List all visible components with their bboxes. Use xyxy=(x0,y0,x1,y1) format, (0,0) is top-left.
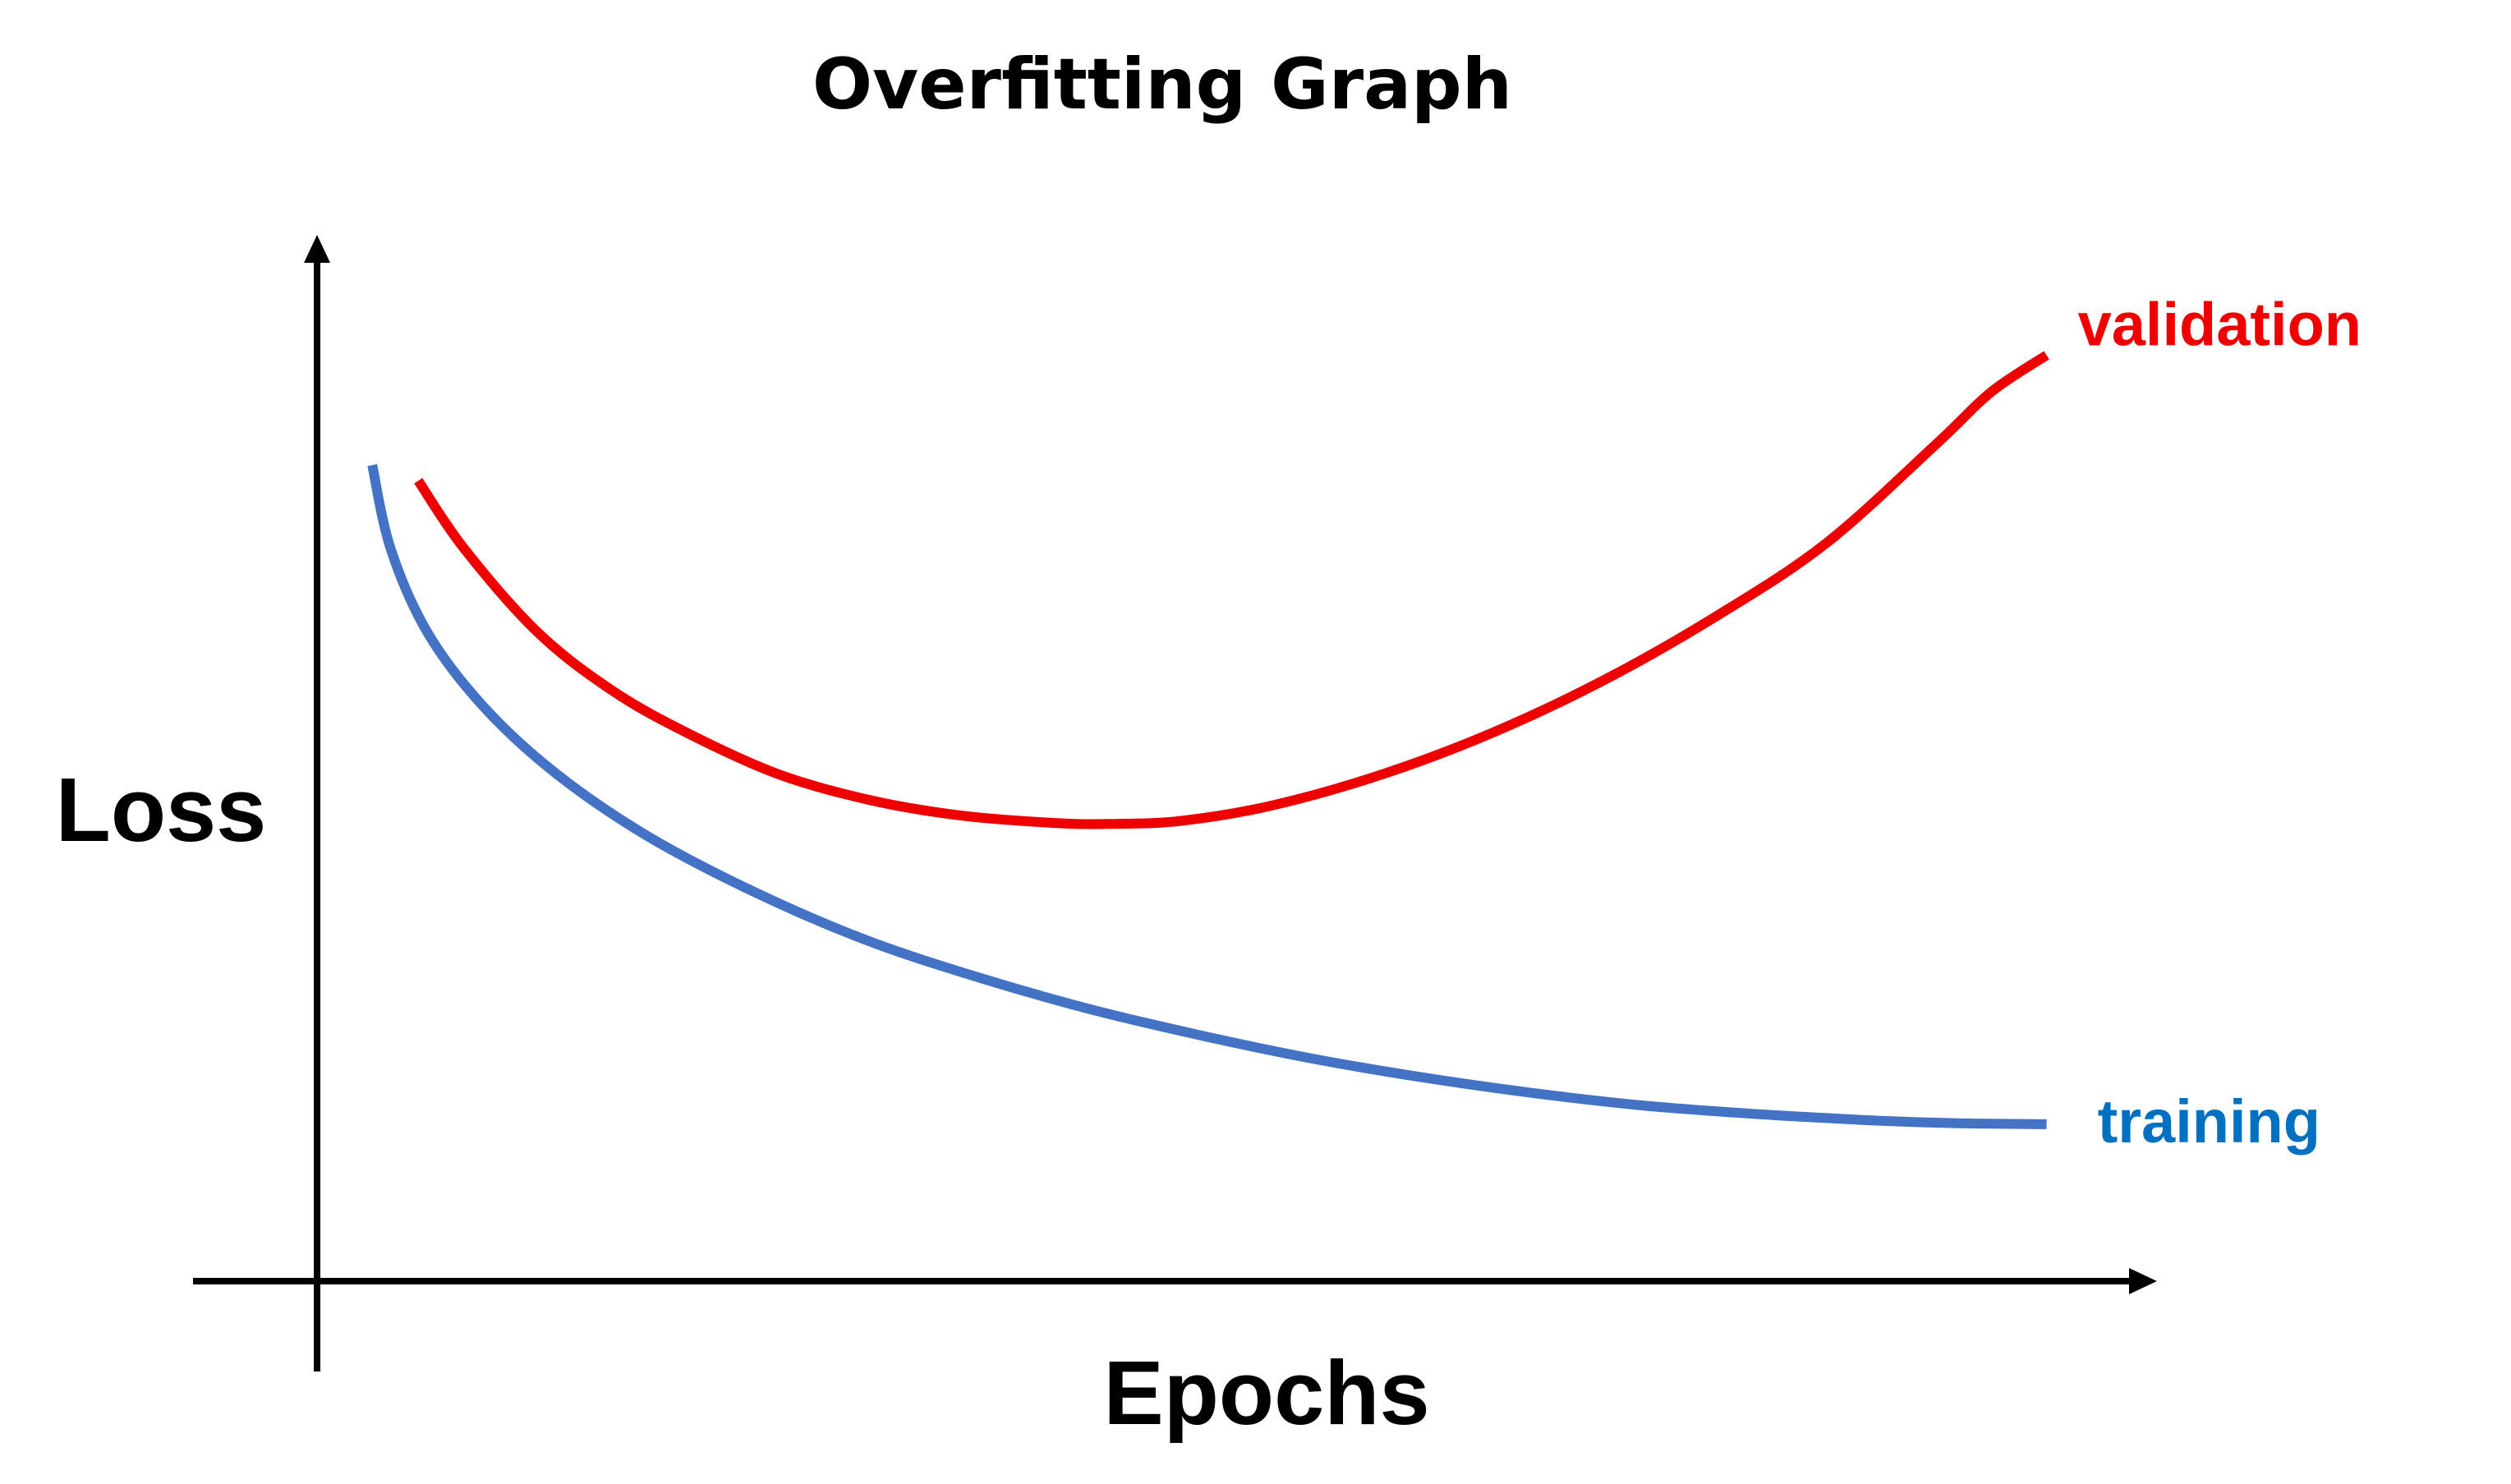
series-label-training: training xyxy=(2098,1087,2320,1155)
y-axis-arrowhead xyxy=(304,235,330,263)
chart-title: Overfitting Graph xyxy=(812,44,1512,126)
series-line-validation xyxy=(414,351,2049,829)
y-axis-label: Loss xyxy=(56,760,267,861)
x-axis-label: Epochs xyxy=(1103,1343,1429,1444)
series-line-training xyxy=(367,464,2047,1129)
x-axis-arrowhead xyxy=(2129,1268,2157,1294)
series-layer xyxy=(367,351,2049,1129)
axes xyxy=(193,235,2157,1371)
series-label-layer: validation training xyxy=(2078,291,2362,1155)
series-label-validation: validation xyxy=(2078,291,2362,359)
